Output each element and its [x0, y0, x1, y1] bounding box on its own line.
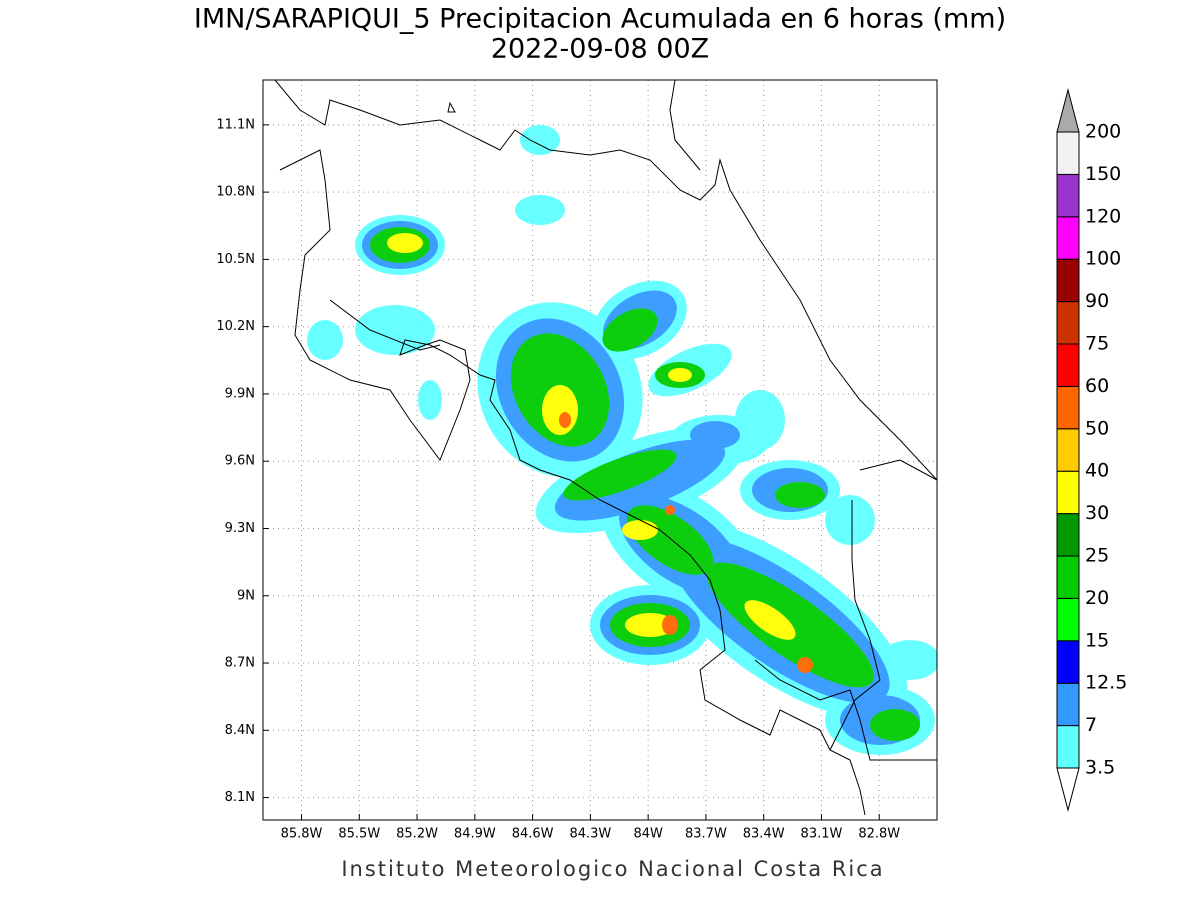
colorbar-box [1056, 258, 1080, 303]
x-tick-label: 84.3W [569, 827, 611, 842]
x-tick-label: 82.8W [858, 827, 900, 842]
y-tick-label: 9N [237, 588, 255, 603]
colorbar-label: 20 [1085, 587, 1109, 609]
x-tick-label: 85.8W [281, 827, 323, 842]
colorbar-box [1056, 555, 1080, 599]
colorbar-box [1056, 343, 1080, 387]
colorbar-box [1056, 428, 1080, 472]
colorbar-label: 12.5 [1085, 672, 1127, 694]
coastline [274, 80, 937, 816]
colorbar-label: 25 [1085, 545, 1109, 567]
y-tick-label: 8.1N [225, 790, 255, 805]
colorbar: 3.5 7 12.5 15 20 25 30 40 50 60 75 90 100 120 150 200 [1056, 88, 1127, 812]
y-tick-label: 11.1N [216, 117, 255, 132]
colorbar-under [1056, 767, 1080, 812]
colorbar-box [1056, 173, 1080, 218]
y-tick-label: 9.9N [225, 386, 255, 401]
colorbar-label: 50 [1085, 417, 1109, 439]
colorbar-box [1056, 725, 1080, 769]
colorbar-label: 100 [1085, 248, 1121, 270]
colorbar-label: 200 [1085, 121, 1121, 143]
colorbar-box [1056, 470, 1080, 515]
colorbar-box [1056, 385, 1080, 430]
colorbar-label: 60 [1085, 375, 1109, 397]
colorbar-label: 7 [1085, 714, 1097, 736]
colorbar-box [1056, 301, 1080, 345]
colorbar-box [1056, 682, 1080, 727]
y-tick-label: 9.6N [225, 454, 255, 469]
colorbar-box [1056, 513, 1080, 557]
x-tick-label: 84.6W [512, 827, 554, 842]
x-tick-label: 83.4W [743, 827, 785, 842]
x-tick-label: 84.9W [454, 827, 496, 842]
colorbar-label: 75 [1085, 333, 1109, 355]
colorbar-label: 3.5 [1085, 757, 1115, 779]
colorbar-label: 150 [1085, 163, 1121, 185]
y-tick-label: 10.5N [216, 252, 255, 267]
colorbar-box [1056, 597, 1080, 642]
colorbar-label: 40 [1085, 460, 1109, 482]
x-tick-label: 84W [633, 827, 663, 842]
map-frame [262, 79, 938, 821]
x-tick-label: 83.1W [801, 827, 843, 842]
colorbar-box [1056, 640, 1080, 684]
colorbar-label: 120 [1085, 205, 1121, 227]
colorbar-box [1056, 216, 1080, 260]
x-tick-label: 85.2W [396, 827, 438, 842]
precip-field [307, 125, 937, 755]
y-tick-label: 9.3N [225, 521, 255, 536]
y-tick-label: 8.7N [225, 656, 255, 671]
colorbar-box [1056, 131, 1080, 175]
colorbar-label: 90 [1085, 290, 1109, 312]
y-tick-label: 10.8N [216, 185, 255, 200]
y-tick-label: 10.2N [216, 319, 255, 334]
subtitle: 2022-09-08 00Z [491, 34, 709, 65]
footer: Instituto Meteorologico Nacional Costa R… [341, 857, 884, 881]
colorbar-over [1056, 88, 1080, 133]
x-tick-label: 85.5W [338, 827, 380, 842]
colorbar-label: 15 [1085, 629, 1109, 651]
colorbar-label: 30 [1085, 502, 1109, 524]
title: IMN/SARAPIQUI_5 Precipitacion Acumulada … [194, 4, 1006, 35]
x-tick-label: 83.7W [685, 827, 727, 842]
y-tick-label: 8.4N [225, 723, 255, 738]
